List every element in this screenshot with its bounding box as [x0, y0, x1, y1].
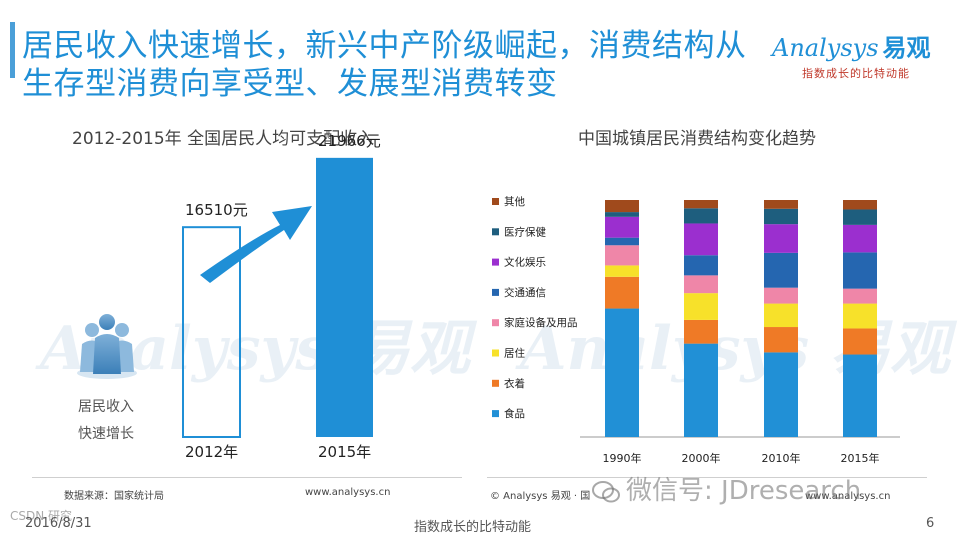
wechat-icon: [592, 480, 620, 502]
stack-segment-0-3: [605, 245, 639, 266]
stack-segment-2-4: [764, 252, 798, 288]
legend-swatch-7: [492, 410, 499, 418]
legend-label-2: 文化娱乐: [504, 256, 546, 269]
legend-swatch-6: [492, 379, 499, 387]
legend-label-5: 居住: [504, 347, 525, 360]
logo-text: Analysys: [772, 34, 879, 62]
stack-segment-1-4: [684, 255, 718, 276]
legend-swatch-0: [492, 198, 499, 205]
stack-segment-3-7: [843, 200, 877, 210]
stack-segment-3-6: [843, 209, 877, 225]
x-tick-label-0: 1990年: [603, 451, 642, 465]
income-value-label-1: 21966元: [318, 131, 381, 150]
income-bar-chart: [77, 157, 373, 438]
stack-segment-0-7: [605, 200, 639, 213]
stack-segment-1-3: [684, 275, 718, 294]
legend-swatch-1: [492, 228, 499, 236]
page-number: 6: [926, 516, 935, 531]
left-chart-title: 2012-2015年 全国居民人均可支配收入: [72, 129, 375, 149]
stack-segment-1-5: [684, 223, 718, 256]
legend-label-1: 医疗保健: [504, 225, 546, 238]
legend-label-6: 衣着: [504, 377, 525, 390]
income-bar-0: [182, 226, 241, 438]
income-year-label-0: 2012年: [185, 443, 239, 461]
x-tick-label-1: 2000年: [682, 451, 721, 465]
left-caption-line2: 快速增长: [78, 426, 134, 442]
stack-segment-3-4: [843, 252, 877, 289]
left-divider: [32, 477, 462, 478]
stack-segment-3-2: [843, 303, 877, 329]
income-year-label-1: 2015年: [318, 443, 372, 461]
legend-swatch-3: [492, 288, 499, 296]
stack-segment-1-6: [684, 208, 718, 224]
corner-tag: CSDN 研究: [10, 509, 73, 523]
footer-date: 2016/8/31: [25, 516, 92, 531]
stack-segment-0-4: [605, 237, 639, 246]
x-tick-label-2: 2010年: [762, 451, 801, 465]
stack-segment-2-6: [764, 208, 798, 225]
analysys-logo: Analysys 易观 指数成长的比特动能: [772, 28, 942, 88]
legend-swatch-5: [492, 349, 499, 357]
stack-segment-2-1: [764, 327, 798, 353]
footer-tagline: 指数成长的比特动能: [414, 520, 532, 535]
stack-segment-2-3: [764, 287, 798, 304]
stack-segment-1-0: [684, 343, 718, 437]
stack-segment-0-1: [605, 276, 639, 309]
stack-segment-3-0: [843, 354, 877, 437]
legend-swatch-2: [492, 258, 499, 266]
stack-segment-3-1: [843, 328, 877, 355]
left-caption-line1: 居民收入: [78, 399, 134, 415]
stack-segment-0-5: [605, 216, 639, 238]
stack-segment-3-3: [843, 288, 877, 304]
logo-tagline: 指数成长的比特动能: [802, 67, 910, 80]
legend-swatch-4: [492, 319, 499, 327]
people-group-icon: [77, 314, 137, 379]
stack-segment-2-0: [764, 352, 798, 437]
right-divider: [487, 477, 927, 478]
left-source-note: 数据来源：国家统计局: [64, 491, 164, 502]
legend-label-3: 交通通信: [504, 286, 546, 299]
growth-arrow-icon: [200, 206, 312, 283]
stack-segment-1-1: [684, 319, 718, 344]
stack-segment-1-2: [684, 293, 718, 320]
right-copyright: © Analysys 易观 · 国: [490, 491, 591, 502]
legend-label-4: 家庭设备及用品: [504, 316, 578, 329]
stack-segment-2-2: [764, 303, 798, 328]
stack-segment-3-5: [843, 224, 877, 253]
right-website: www.analysys.cn: [805, 491, 891, 502]
wechat-text: 微信号: JDresearch: [626, 476, 862, 506]
logo-cn-text: 易观: [882, 34, 931, 62]
income-bar-1: [316, 157, 373, 437]
wechat-overlay: 微信号: JDresearch: [592, 470, 861, 507]
stack-segment-0-2: [605, 265, 639, 277]
slide-title-line2: 生存型消费向享受型、发展型消费转变: [22, 66, 558, 102]
income-value-label-0: 16510元: [185, 201, 248, 220]
stack-segment-2-5: [764, 224, 798, 253]
stack-segment-2-7: [764, 200, 798, 209]
x-tick-label-3: 2015年: [841, 451, 880, 465]
title-accent-bar: [10, 22, 15, 78]
legend-label-0: 其他: [504, 195, 525, 208]
stack-segment-0-0: [605, 308, 639, 437]
right-chart-title: 中国城镇居民消费结构变化趋势: [578, 129, 816, 149]
stack-segment-0-6: [605, 212, 639, 217]
legend-label-7: 食品: [504, 407, 525, 420]
stack-segment-1-7: [684, 200, 718, 209]
left-website: www.analysys.cn: [305, 487, 391, 498]
slide-title-line1: 居民收入快速增长，新兴中产阶级崛起，消费结构从: [22, 28, 747, 64]
